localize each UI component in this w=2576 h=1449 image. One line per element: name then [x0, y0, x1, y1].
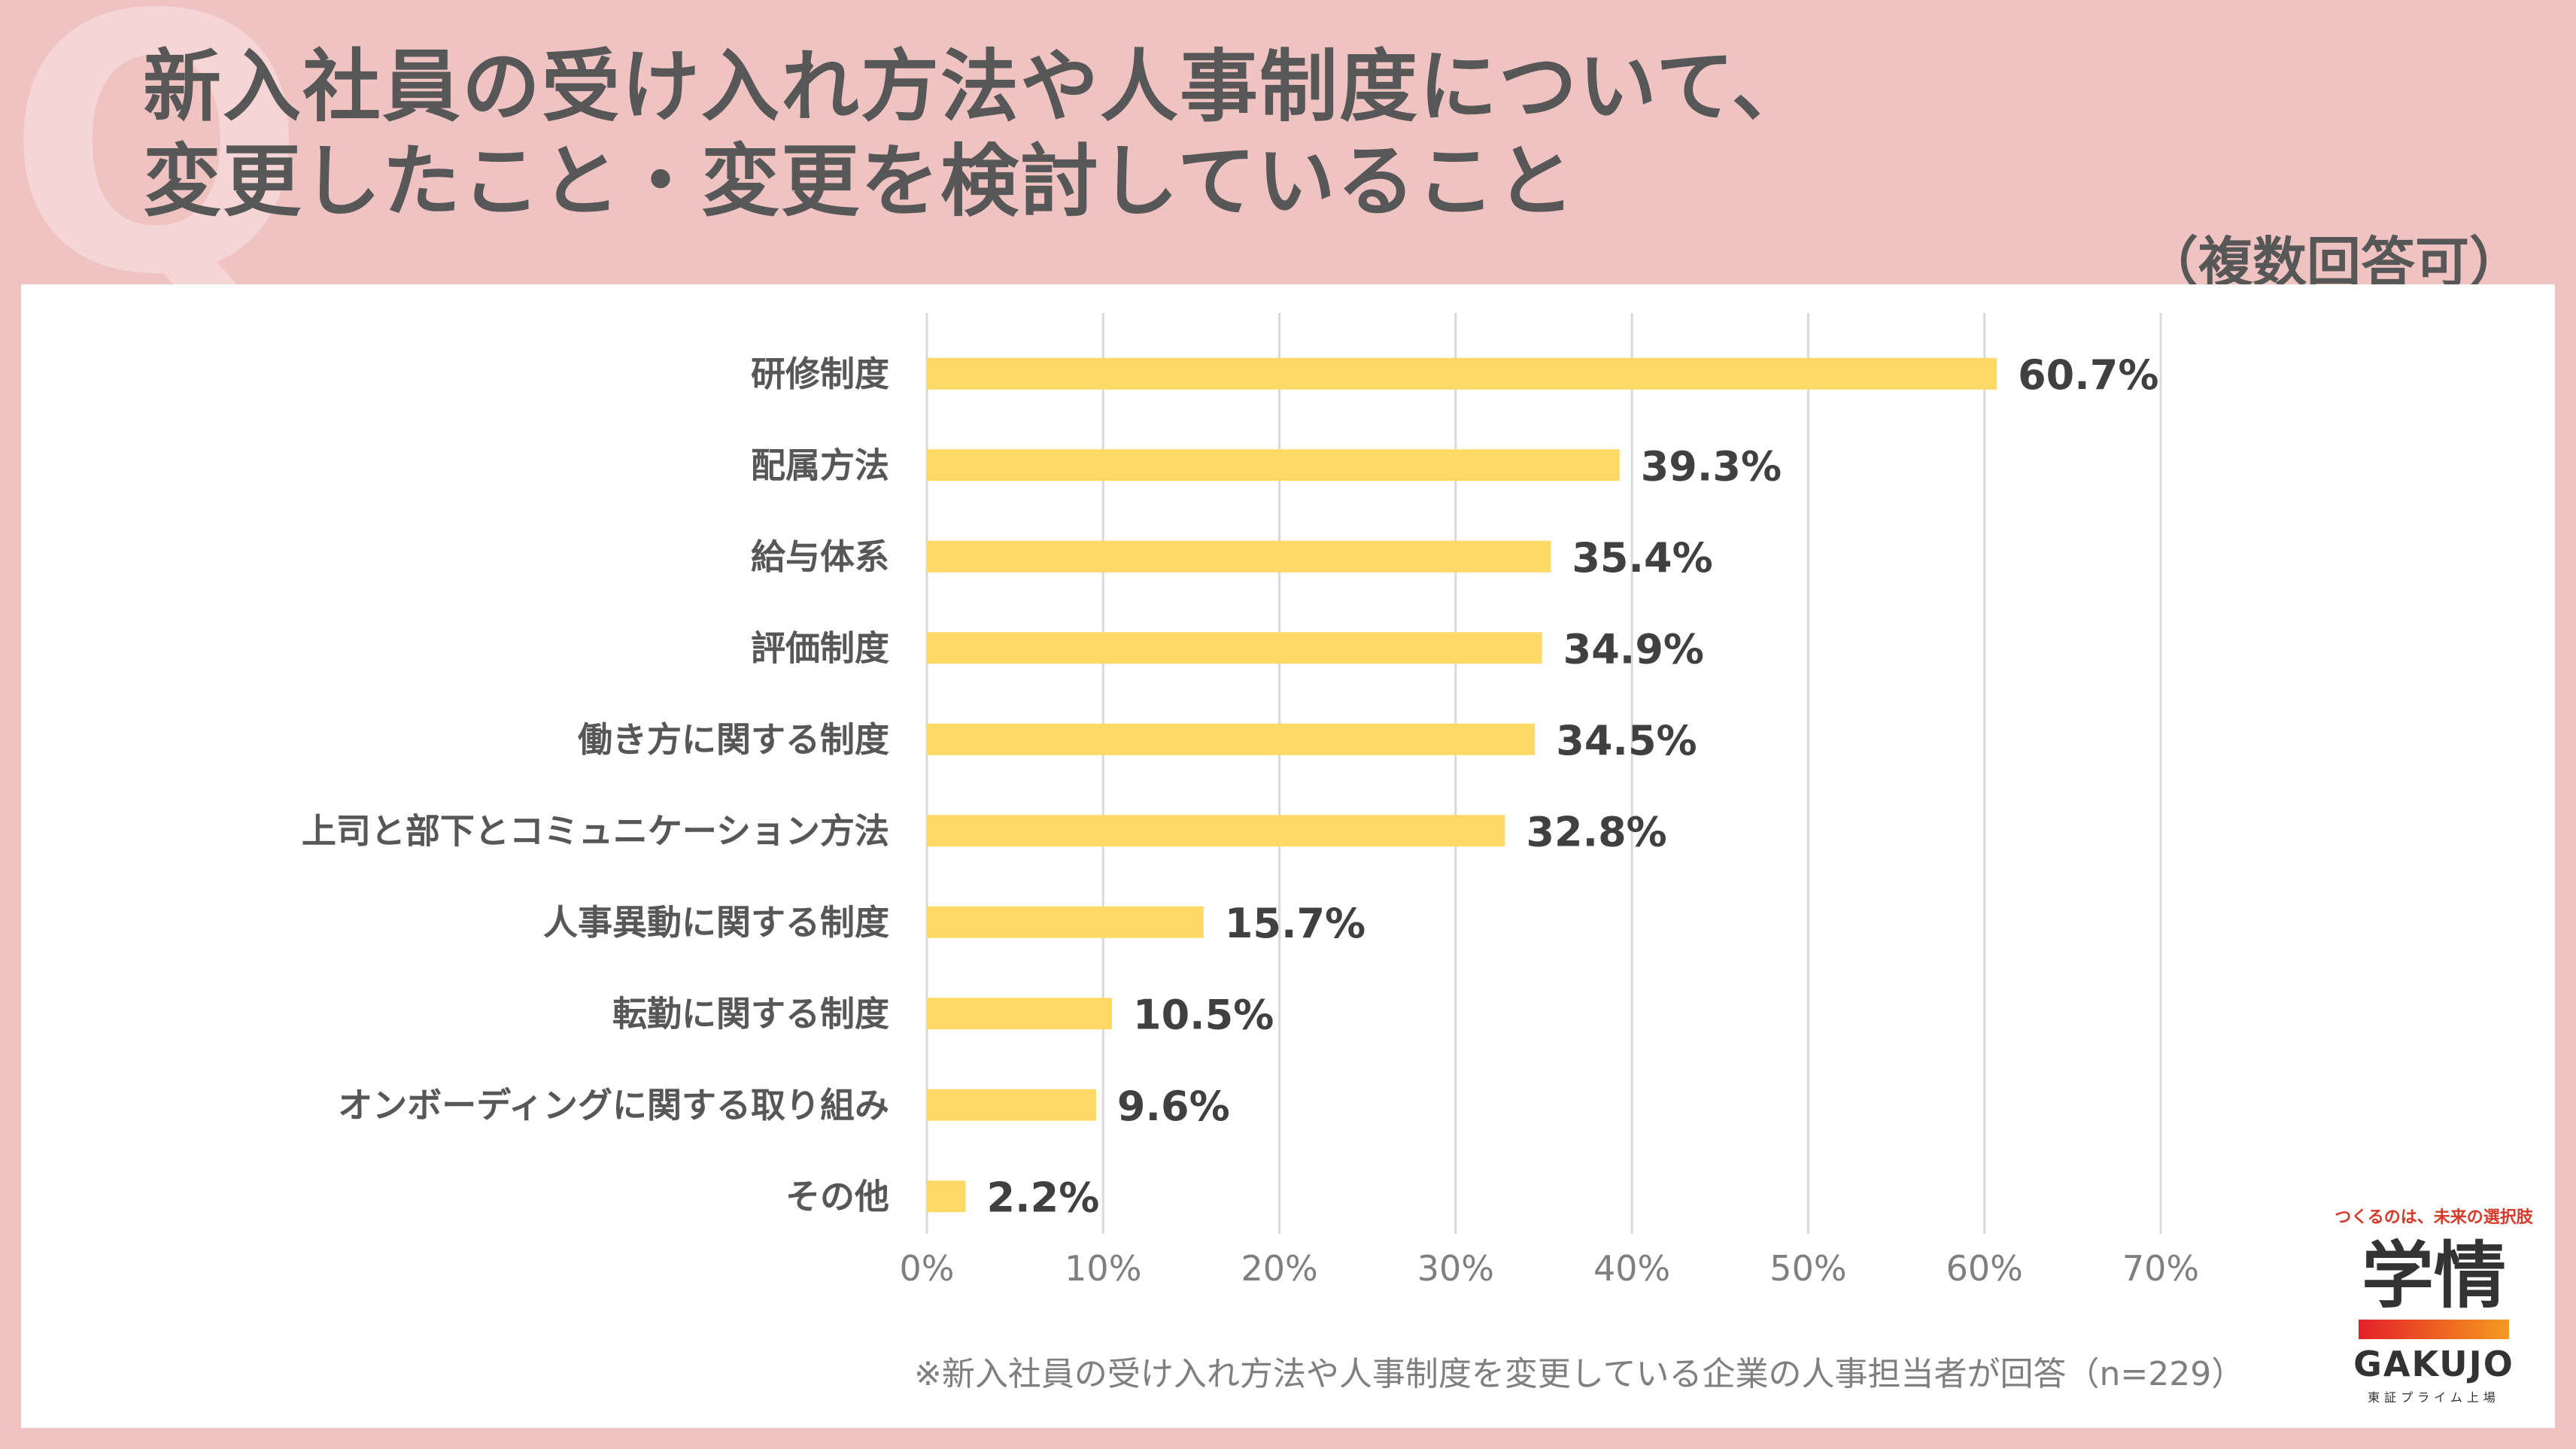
value-label: 35.4%: [1572, 534, 1712, 582]
value-label: 34.9%: [1563, 625, 1704, 673]
bar: [927, 906, 1204, 938]
bar: [927, 632, 1542, 664]
value-label: 9.6%: [1117, 1083, 1230, 1130]
x-tick-label: 40%: [1593, 1248, 1670, 1289]
category-label: その他: [785, 1176, 889, 1217]
x-tick-label: 50%: [1769, 1248, 1846, 1289]
x-tick-label: 10%: [1065, 1248, 1141, 1289]
category-label: 評価制度: [751, 627, 889, 668]
chart-panel: 0% 10% 20% 30% 40% 50% 60% 70% 研修制度 60.7% 配属方法 39.3…: [21, 284, 2555, 1428]
value-label: 32.8%: [1526, 808, 1666, 855]
bar: [927, 998, 1112, 1030]
category-label: 上司と部下とコミュニケーション方法: [302, 810, 889, 851]
category-label: 研修制度: [751, 354, 889, 394]
logo-tagline: つくるのは、未来の選択肢: [2334, 1208, 2533, 1227]
category-label: 人事異動に関する制度: [543, 902, 889, 943]
logo-gradient-bar: [2359, 1319, 2509, 1339]
page-title: 新入社員の受け入れ方法や人事制度について、 変更したこと・変更を検討していること: [143, 39, 1812, 229]
bar: [927, 449, 1620, 481]
bar: [927, 723, 1536, 755]
logo-subtitle: 東証プライム上場: [2368, 1390, 2500, 1405]
x-tick-label: 0%: [900, 1248, 955, 1289]
title-line-2: 変更したこと・変更を検討していること: [143, 135, 1576, 227]
bar: [927, 540, 1551, 573]
gakujo-logo: つくるのは、未来の選択肢 学情 GAKUJO 東証プライム上場: [2325, 1204, 2543, 1405]
value-label: 34.5%: [1556, 717, 1697, 764]
category-label: オンボーディングに関する取り組み: [338, 1085, 889, 1125]
logo-main-text: 学情: [2362, 1234, 2506, 1318]
title-line-1: 新入社員の受け入れ方法や人事制度について、: [143, 41, 1812, 132]
footnote: ※新入社員の受け入れ方法や人事制度を変更している企業の人事担当者が回答（n=22…: [914, 1355, 2245, 1393]
category-label: 給与体系: [751, 536, 889, 577]
value-label: 60.7%: [2018, 351, 2158, 399]
watermark-q: Q: [6, 0, 307, 352]
bar: [927, 1089, 1096, 1121]
value-label: 2.2%: [987, 1174, 1100, 1221]
x-tick-label: 60%: [1946, 1248, 2023, 1289]
category-label: 働き方に関する制度: [578, 719, 889, 760]
bar: [927, 815, 1505, 847]
value-label: 39.3%: [1641, 442, 1782, 490]
x-tick-label: 20%: [1241, 1248, 1317, 1289]
category-label: 配属方法: [751, 445, 889, 485]
logo-english: GAKUJO: [2353, 1343, 2514, 1384]
value-label: 10.5%: [1133, 991, 1274, 1038]
x-tick-label: 70%: [2122, 1248, 2199, 1289]
value-label: 15.7%: [1225, 900, 1365, 947]
bar-chart: 0% 10% 20% 30% 40% 50% 60% 70% 研修制度 60.7% 配属方法 39.3…: [302, 313, 2199, 1289]
x-tick-label: 30%: [1417, 1248, 1494, 1289]
multiple-answer-note: （複数回答可）: [2143, 231, 2523, 294]
bar: [927, 357, 1997, 390]
bar: [927, 1180, 966, 1213]
category-label: 転勤に関する制度: [612, 993, 889, 1034]
